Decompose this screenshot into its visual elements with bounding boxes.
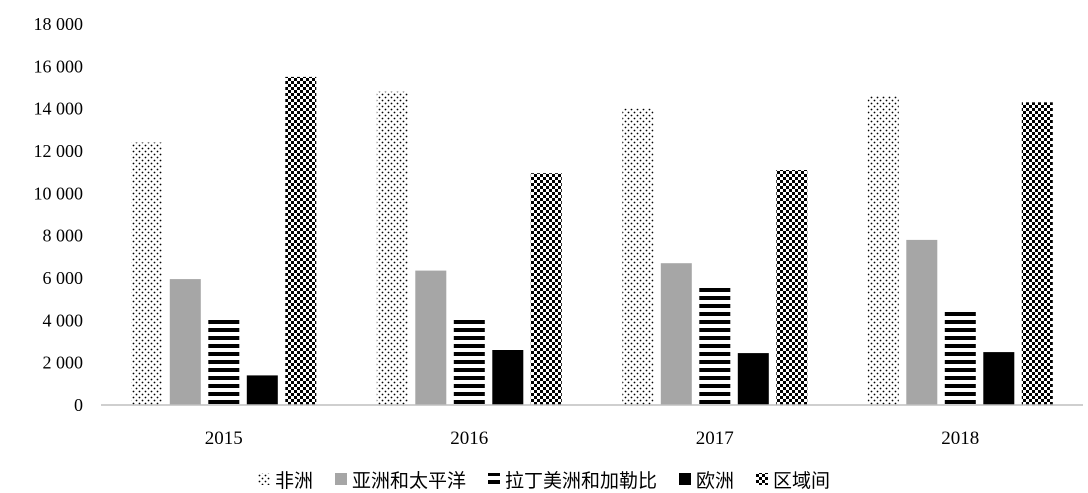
bar-2018-series-0 — [867, 96, 899, 405]
bar-2018-series-4 — [1021, 102, 1053, 406]
bar-2016-series-2 — [453, 318, 485, 405]
bar-2016-series-1 — [415, 270, 447, 405]
legend: 非洲 亚洲和太平洋 拉丁美洲和加勒比 欧洲 区域间 — [258, 470, 830, 492]
bar-2016-series-4 — [530, 173, 562, 405]
x-axis-category-labels: 2015 2016 2017 2018 — [205, 428, 979, 449]
y-tick-label: 4 000 — [43, 310, 84, 330]
bar-2017-series-0 — [622, 108, 654, 405]
bar-2017-series-1 — [660, 263, 692, 405]
bar-2015-series-4 — [285, 76, 317, 406]
bar-2015-series-2 — [208, 319, 240, 405]
legend-swatch — [756, 473, 768, 485]
bar-2017-series-3 — [737, 353, 769, 405]
legend-swatch — [679, 473, 691, 485]
bar-2018-series-3 — [983, 352, 1015, 405]
bar-2018-series-1 — [906, 239, 938, 405]
bar-2017-series-2 — [699, 284, 731, 405]
x-category-label: 2016 — [450, 428, 488, 449]
y-tick-label: 2 000 — [43, 353, 84, 373]
legend-swatch — [488, 473, 500, 485]
x-category-label: 2015 — [205, 428, 243, 449]
y-tick-label: 16 000 — [34, 56, 84, 76]
legend-label: 区域间 — [773, 470, 830, 492]
y-tick-label: 0 — [74, 395, 83, 415]
bar-2015-series-3 — [246, 375, 278, 405]
bar-2016-series-0 — [376, 91, 408, 405]
bar-2015-series-1 — [169, 279, 201, 405]
legend-label: 非洲 — [275, 470, 313, 492]
y-tick-label: 8 000 — [43, 226, 84, 246]
legend-swatch — [335, 473, 347, 485]
bar-2018-series-2 — [944, 309, 976, 406]
legend-label: 拉丁美洲和加勒比 — [505, 470, 657, 492]
x-category-label: 2018 — [941, 428, 979, 449]
bar-2016-series-3 — [492, 350, 524, 405]
y-tick-label: 10 000 — [34, 183, 84, 203]
legend-label: 亚洲和太平洋 — [352, 470, 466, 492]
legend-label: 欧洲 — [696, 470, 734, 492]
y-tick-label: 18 000 — [34, 14, 84, 34]
y-tick-label: 6 000 — [43, 268, 84, 288]
y-axis-tick-labels: 0 2 000 4 000 6 000 8 000 10 000 12 000 14 000 1… — [34, 14, 84, 415]
bar-2017-series-4 — [776, 170, 808, 405]
bars — [131, 76, 1053, 406]
x-category-label: 2017 — [696, 428, 734, 449]
y-tick-label: 14 000 — [34, 99, 84, 119]
y-tick-label: 12 000 — [34, 141, 84, 161]
bar-2015-series-0 — [131, 142, 163, 405]
legend-swatch — [258, 473, 270, 485]
